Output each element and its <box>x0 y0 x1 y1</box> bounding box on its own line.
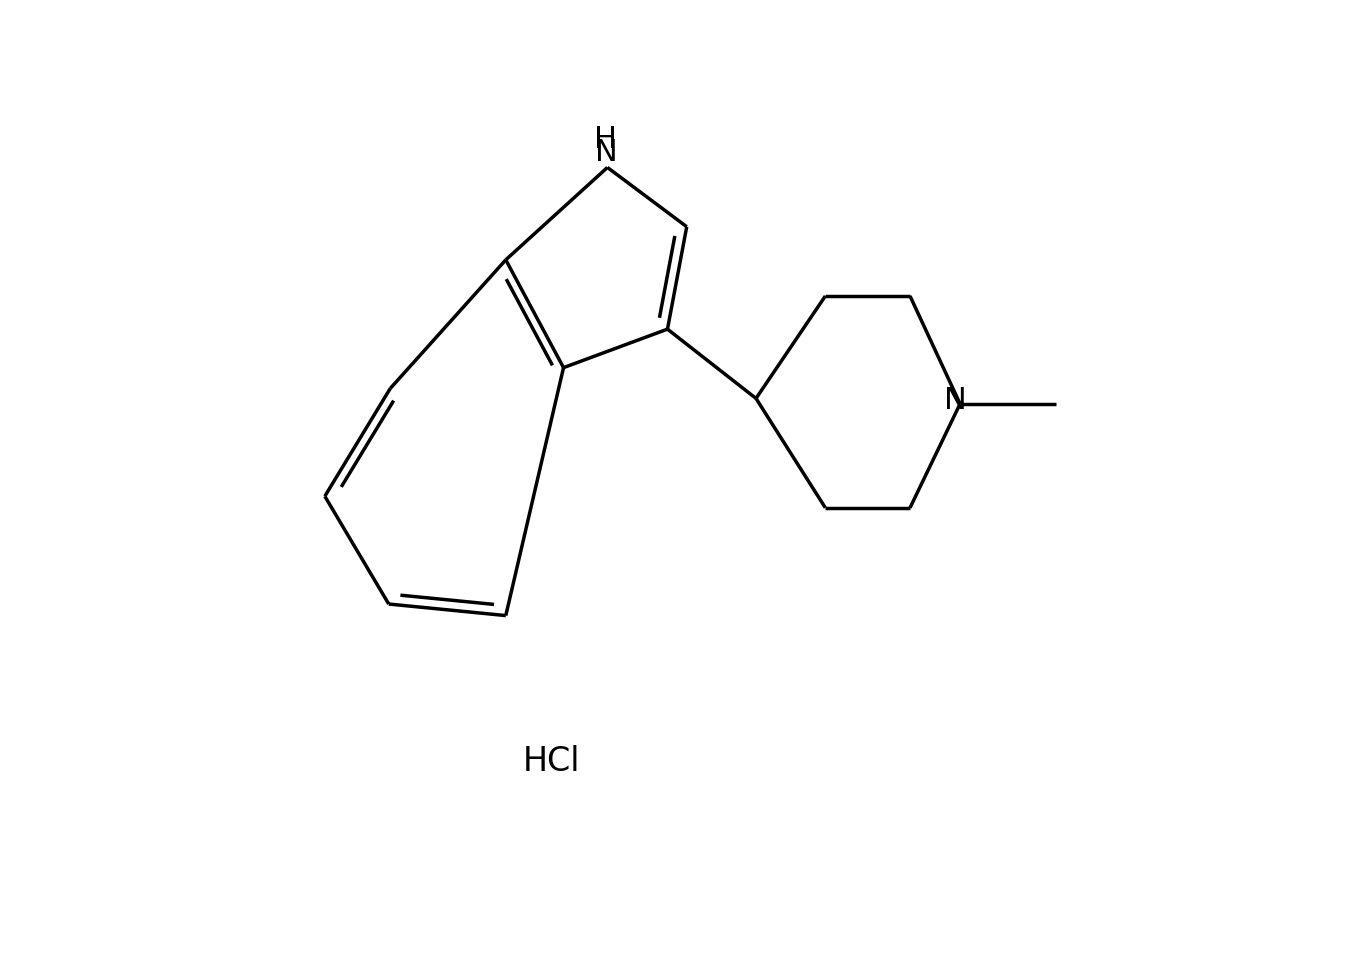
Text: N: N <box>595 138 618 167</box>
Text: H: H <box>595 125 618 153</box>
Text: N: N <box>944 386 967 415</box>
Text: HCl: HCl <box>523 745 581 779</box>
